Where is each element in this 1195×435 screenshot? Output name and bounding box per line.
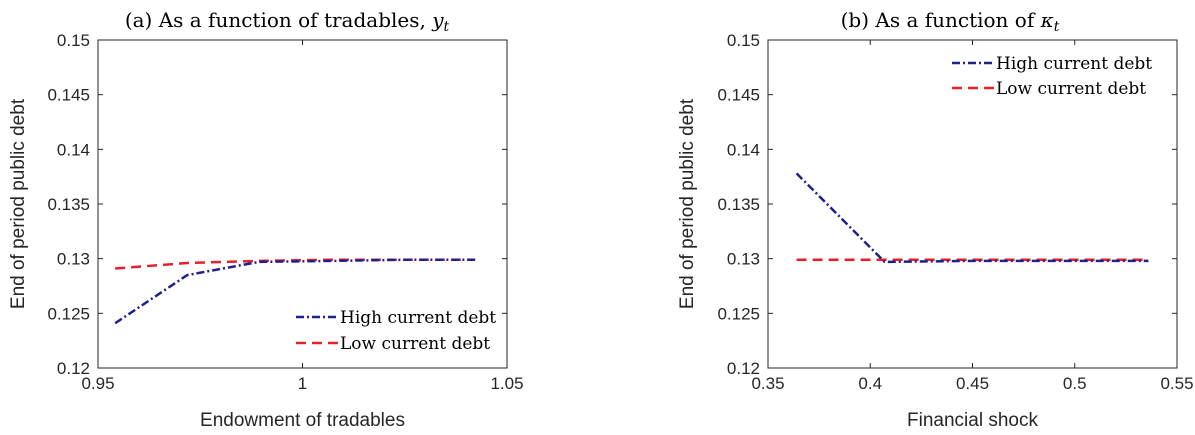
panel-b-y-tick-label: 0.14 — [727, 140, 760, 159]
panel-a-x-tick-label: 0.95 — [81, 374, 114, 393]
panel-b-legend-label-high: High current debt — [996, 54, 1152, 74]
panel-b-series-line-high-current-debt — [795, 172, 1149, 264]
panel-b-y-tick-label: 0.125 — [717, 304, 760, 323]
panel-a-title: (a) As a function of tradables, yt — [125, 8, 450, 35]
panel-b-x-tick-label: 0.45 — [956, 374, 989, 393]
panel-b-plot-area — [767, 39, 1178, 369]
panel-a-legend-label-high: High current debt — [340, 308, 496, 328]
panel-b-title: (b) As a function of κt — [841, 8, 1060, 35]
panel-b-series — [795, 172, 1149, 264]
panel-b-y-tick-label: 0.135 — [717, 195, 760, 214]
panel-b-y-axis-label: End of period public debt — [677, 98, 698, 309]
panel-a-y-ticks: 0.12 0.125 0.13 0.135 0.14 0.145 0.15 — [47, 31, 507, 378]
panel-b-y-tick-label: 0.15 — [727, 31, 760, 50]
panel-a-x-ticks: 0.95 1 1.05 — [81, 40, 524, 393]
panel-a-y-tick-label: 0.145 — [47, 86, 90, 105]
panel-a-plot-area — [97, 39, 508, 369]
panel-b-x-tick-label: 0.5 — [1063, 374, 1087, 393]
panel-b-y-tick-label: 0.12 — [727, 359, 760, 378]
panel-a-y-tick-label: 0.14 — [57, 140, 90, 159]
panel-a-y-tick-label: 0.15 — [57, 31, 90, 50]
panel-b-x-tick-label: 0.35 — [751, 374, 784, 393]
panel-b-x-ticks: 0.35 0.4 0.45 0.5 0.55 — [751, 40, 1194, 393]
panel-b-x-tick-label: 0.4 — [858, 374, 882, 393]
panel-a-y-axis-label: End of period public debt — [8, 98, 29, 309]
panel-b-y-tick-label: 0.145 — [717, 86, 760, 105]
panel-a-y-tick-label: 0.13 — [57, 250, 90, 269]
panel-b-x-axis-label: Financial shock — [907, 410, 1038, 431]
panel-a-x-tick-label: 1.05 — [490, 374, 523, 393]
panel-a-series-line-high-current-debt — [114, 258, 476, 325]
panel-a-series — [114, 258, 476, 325]
panel-a-y-tick-label: 0.135 — [47, 195, 90, 214]
panel-a-legend-label-low: Low current debt — [340, 334, 490, 354]
panel-b-legend-label-low: Low current debt — [996, 79, 1146, 99]
panel-b-y-ticks: 0.12 0.125 0.13 0.135 0.14 0.145 0.15 — [717, 31, 1177, 378]
panel-a-y-tick-label: 0.125 — [47, 304, 90, 323]
panel-a-x-tick-label: 1 — [298, 374, 307, 393]
panel-a: (a) As a function of tradables, yt 0.120… — [8, 8, 524, 431]
panel-a-x-axis-label: Endowment of tradables — [200, 410, 405, 431]
panel-b-y-tick-label: 0.13 — [727, 250, 760, 269]
panel-a-y-tick-label: 0.12 — [57, 359, 90, 378]
panel-b-x-tick-label: 0.55 — [1160, 374, 1193, 393]
panel-a-legend: High current debt Low current debt — [296, 308, 496, 354]
panel-b-legend: High current debt Low current debt — [952, 54, 1152, 99]
panel-b: (b) As a function of κt 0.120.1250.130.1… — [677, 8, 1194, 431]
